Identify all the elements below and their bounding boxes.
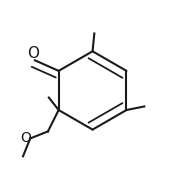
Text: O: O — [27, 45, 39, 61]
Text: O: O — [20, 131, 31, 146]
